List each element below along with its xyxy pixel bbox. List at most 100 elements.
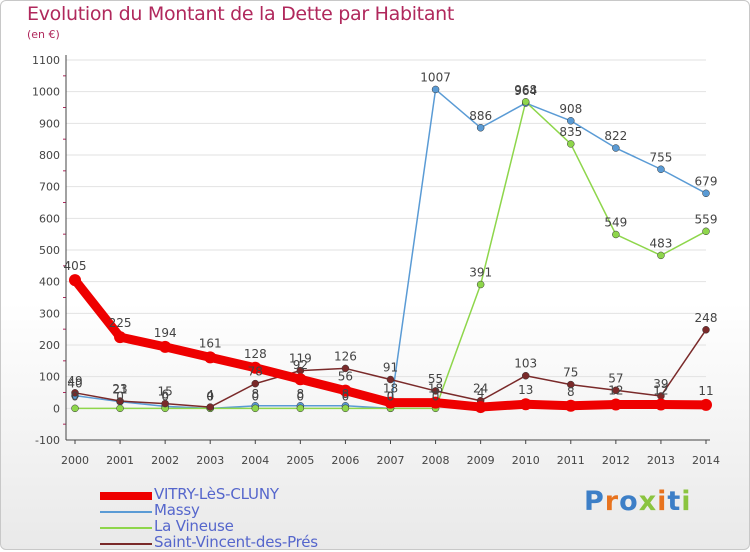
- data-point: [612, 230, 620, 239]
- x-tick-label: 2011: [557, 454, 585, 467]
- logo-letter: i: [657, 486, 668, 517]
- data-point: [71, 404, 79, 413]
- data-label: 822: [604, 129, 627, 143]
- legend-swatch-la-vineuse: [100, 527, 152, 529]
- data-label: 119: [289, 352, 312, 366]
- y-tick-label: 700: [39, 181, 60, 194]
- legend-label-vitry: VITRY-LèS-CLUNY: [154, 485, 279, 503]
- data-label: 24: [473, 382, 488, 396]
- data-label: 405: [64, 259, 87, 273]
- data-label: 12: [653, 384, 668, 398]
- data-label: 0: [297, 389, 305, 403]
- data-label: 8: [297, 387, 305, 401]
- data-label: 12: [608, 384, 623, 398]
- data-label: 4: [206, 388, 214, 402]
- data-label: 18: [428, 382, 443, 396]
- data-label: 0: [71, 389, 79, 403]
- data-label: 964: [514, 84, 537, 98]
- data-point: [204, 351, 217, 364]
- data-point: [206, 403, 214, 411]
- x-tick-label: 2004: [241, 454, 269, 467]
- x-tick-label: 2000: [61, 454, 89, 467]
- data-label: 13: [518, 383, 533, 397]
- data-point: [386, 375, 395, 384]
- data-label: 0: [432, 389, 440, 403]
- data-label: 8: [251, 387, 259, 401]
- data-point: [249, 361, 262, 374]
- data-label: 549: [604, 215, 627, 229]
- data-label: 0: [206, 389, 214, 403]
- y-tick-label: 400: [39, 276, 60, 289]
- data-label: 15: [158, 385, 173, 399]
- y-tick-label: 200: [39, 339, 60, 352]
- data-label: 39: [653, 377, 668, 391]
- data-point: [654, 398, 667, 411]
- x-tick-label: 2005: [286, 454, 314, 467]
- proxiti-logo: Proxiti: [584, 486, 692, 517]
- x-tick-label: 2002: [151, 454, 179, 467]
- y-tick-label: 100: [39, 371, 60, 384]
- data-label: 92: [293, 358, 308, 372]
- data-label: 391: [469, 266, 492, 280]
- data-point: [476, 124, 485, 132]
- x-tick-label: 2008: [422, 454, 450, 467]
- data-label: 755: [649, 150, 672, 164]
- data-point: [116, 397, 124, 405]
- data-point: [657, 165, 665, 173]
- data-label: 0: [387, 389, 395, 403]
- legend-swatch-massy: [100, 511, 152, 513]
- data-label: 57: [608, 371, 623, 385]
- data-label: 23: [112, 382, 127, 396]
- y-tick-label: 1000: [32, 86, 60, 99]
- data-point: [296, 404, 305, 413]
- data-point: [294, 373, 307, 386]
- data-point: [251, 404, 260, 413]
- data-label: 75: [563, 366, 578, 380]
- data-label: 40: [67, 377, 82, 391]
- data-label: 0: [251, 389, 259, 403]
- legend-swatch-saint-vincent: [100, 543, 152, 545]
- data-label: 21: [112, 383, 127, 397]
- x-tick-label: 2013: [647, 454, 675, 467]
- data-point: [161, 399, 169, 408]
- legend-label-saint-vincent: Saint-Vincent-des-Prés: [154, 533, 318, 551]
- axes: [63, 55, 710, 444]
- data-label: 483: [649, 236, 672, 250]
- grid-lines: [66, 59, 706, 441]
- data-label: 0: [161, 389, 169, 403]
- data-label: 1007: [420, 70, 451, 84]
- y-tick-label: 0: [53, 402, 60, 415]
- data-label: 56: [338, 370, 353, 384]
- x-tick-label: 2009: [467, 454, 495, 467]
- data-label: 103: [514, 357, 537, 371]
- data-label: 128: [244, 347, 267, 361]
- x-tick-label: 2010: [512, 454, 540, 467]
- legend-label-la-vineuse: La Vineuse: [154, 517, 234, 535]
- data-label: 0: [206, 389, 214, 403]
- data-point: [69, 274, 81, 287]
- data-point: [702, 326, 710, 334]
- data-label: 0: [342, 389, 350, 403]
- logo-letter: P: [584, 486, 605, 517]
- data-point: [339, 384, 352, 397]
- data-label: 18: [383, 382, 398, 396]
- data-point: [519, 398, 532, 411]
- data-point: [429, 396, 442, 409]
- data-label: 194: [154, 326, 177, 340]
- y-tick-label: 900: [39, 117, 60, 130]
- data-point: [700, 398, 712, 411]
- logo-letter: x: [638, 486, 658, 517]
- data-point: [564, 399, 577, 412]
- data-label: 8: [567, 385, 575, 399]
- data-label: 126: [334, 349, 357, 363]
- data-label: 908: [559, 102, 582, 116]
- logo-letter: i: [681, 486, 692, 517]
- data-point: [341, 404, 350, 413]
- x-tick-label: 2001: [106, 454, 134, 467]
- logo-letter: r: [604, 486, 620, 517]
- data-point: [521, 98, 530, 106]
- data-point: [567, 380, 575, 389]
- data-point: [567, 117, 575, 125]
- tick-labels: -100010020030040050060070080090010001100…: [32, 54, 720, 467]
- logo-letter: t: [667, 486, 682, 517]
